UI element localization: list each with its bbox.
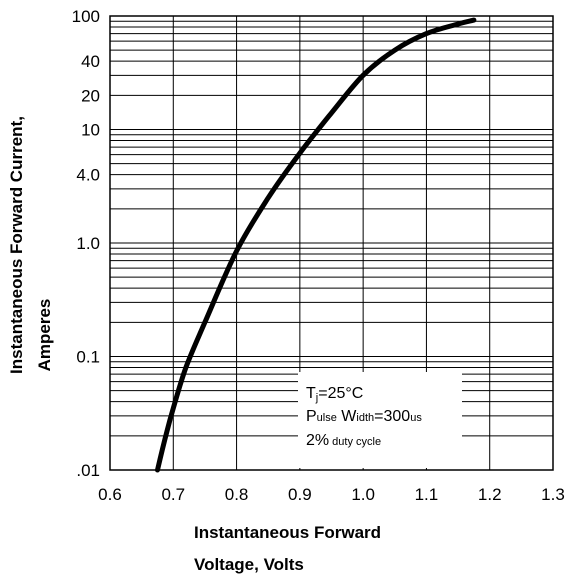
y-axis-title-line1: Instantaneous Forward Current, [7, 116, 26, 374]
legend: Tj=25°C Pulse Width=300us 2% duty cycle [306, 385, 422, 449]
y-tick-label: 100 [72, 7, 100, 26]
y-tick-label: 10 [81, 121, 100, 140]
legend-line-pulse: Pulse Width=300us [306, 408, 422, 425]
x-axis-title-line2: Voltage, Volts [194, 555, 304, 574]
legend-line-duty: 2% duty cycle [306, 432, 381, 449]
x-tick-label: 1.1 [415, 485, 439, 504]
y-tick-label: .01 [76, 461, 100, 480]
plot-frame [109, 15, 554, 471]
x-tick-label: 1.0 [351, 485, 375, 504]
x-tick-label: 0.7 [161, 485, 185, 504]
forward-curve [155, 17, 477, 473]
y-axis-title-line2: Amperes [35, 299, 54, 372]
x-axis-title-line1: Instantaneous Forward [194, 523, 381, 542]
y-tick-label: 40 [81, 52, 100, 71]
legend-box [298, 372, 462, 468]
x-tick-label: 1.2 [478, 485, 502, 504]
y-tick-labels: 100 40 20 10 4.0 1.0 0.1 .01 [72, 7, 100, 480]
x-tick-labels: 0.6 0.7 0.8 0.9 1.0 1.1 1.2 1.3 [98, 485, 565, 504]
x-tick-label: 1.3 [541, 485, 565, 504]
x-tick-label: 0.8 [225, 485, 249, 504]
legend-line-tj: Tj=25°C [306, 385, 363, 404]
y-tick-label: 4.0 [76, 166, 100, 185]
y-tick-label: 0.1 [76, 348, 100, 367]
y-tick-label: 20 [81, 86, 100, 105]
y-tick-label: 1.0 [76, 234, 100, 253]
x-tick-label: 0.9 [288, 485, 312, 504]
x-tick-label: 0.6 [98, 485, 122, 504]
